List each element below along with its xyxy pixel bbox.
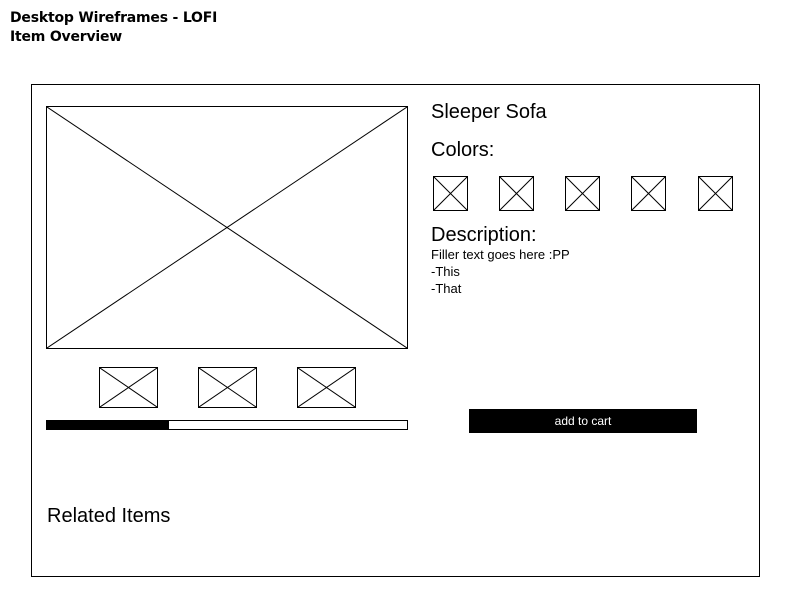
image-placeholder-icon	[100, 368, 157, 407]
color-swatch-4[interactable]	[631, 176, 666, 211]
document-title: Desktop Wireframes - LOFI Item Overview	[10, 9, 217, 47]
page-frame	[31, 84, 760, 577]
document-title-line-1: Desktop Wireframes - LOFI	[10, 10, 218, 26]
gallery-scrollbar-thumb[interactable]	[47, 421, 170, 429]
color-swatch-1[interactable]	[433, 176, 468, 211]
color-swatch-2[interactable]	[499, 176, 534, 211]
description-label: Description:	[431, 224, 537, 246]
image-placeholder-icon	[632, 177, 665, 210]
document-title-line-2: Item Overview	[10, 29, 123, 45]
image-placeholder-icon	[199, 368, 256, 407]
image-placeholder-icon	[47, 107, 407, 348]
thumbnail-3[interactable]	[297, 367, 356, 408]
thumbnail-1[interactable]	[99, 367, 158, 408]
description-line-1: Filler text goes here :PP	[431, 247, 570, 262]
image-placeholder-icon	[699, 177, 732, 210]
image-placeholder-icon	[298, 368, 355, 407]
color-swatch-3[interactable]	[565, 176, 600, 211]
image-placeholder-icon	[500, 177, 533, 210]
add-to-cart-button[interactable]: add to cart	[469, 409, 697, 433]
related-items-heading: Related Items	[47, 505, 171, 527]
description-line-3: -That	[431, 281, 462, 296]
colors-label: Colors:	[431, 139, 495, 161]
description-text: Filler text goes here :PP -This -That	[431, 246, 570, 297]
description-line-2: -This	[431, 264, 460, 279]
color-swatch-5[interactable]	[698, 176, 733, 211]
thumbnail-2[interactable]	[198, 367, 257, 408]
image-placeholder-icon	[434, 177, 467, 210]
image-placeholder-icon	[566, 177, 599, 210]
product-title: Sleeper Sofa	[431, 101, 547, 123]
main-product-image	[46, 106, 408, 349]
gallery-scrollbar[interactable]	[46, 420, 408, 430]
